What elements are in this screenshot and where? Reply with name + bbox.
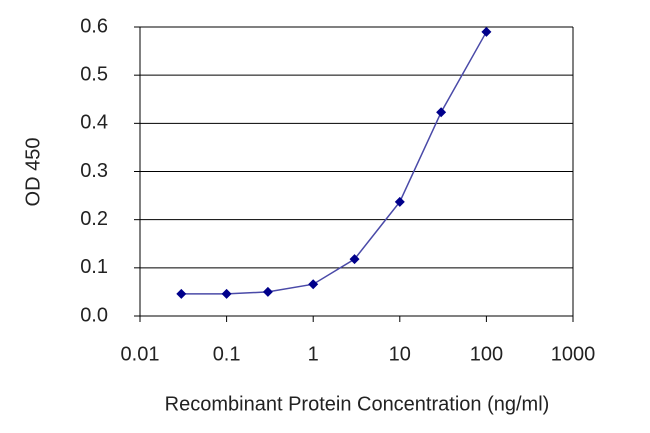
y-tick-label: 0.5 xyxy=(80,63,108,85)
y-tick-label: 0.1 xyxy=(80,256,108,278)
data-point xyxy=(436,107,447,118)
data-point xyxy=(394,196,405,207)
y-tick-label: 0.2 xyxy=(80,208,108,230)
y-axis-label: OD 450 xyxy=(22,138,44,207)
x-tick-label: 1000 xyxy=(551,343,596,365)
x-tick-label: 0.1 xyxy=(213,343,241,365)
y-tick-label: 0.3 xyxy=(80,160,108,182)
y-tick-label: 0.4 xyxy=(80,112,108,134)
series-line xyxy=(181,31,488,295)
data-point xyxy=(481,26,492,37)
data-point xyxy=(221,288,232,299)
x-tick-label: 0.01 xyxy=(121,343,160,365)
data-point xyxy=(176,288,187,299)
data-point xyxy=(262,286,273,297)
y-tick-label: 0.6 xyxy=(80,15,108,37)
data-point xyxy=(349,254,360,265)
x-axis-label: Recombinant Protein Concentration (ng/ml… xyxy=(165,393,550,415)
x-tick-label: 1 xyxy=(308,343,319,365)
x-tick-label: 100 xyxy=(470,343,503,365)
y-tick-label: 0.0 xyxy=(80,304,108,326)
x-tick-label: 10 xyxy=(389,343,411,365)
data-point xyxy=(308,279,319,290)
